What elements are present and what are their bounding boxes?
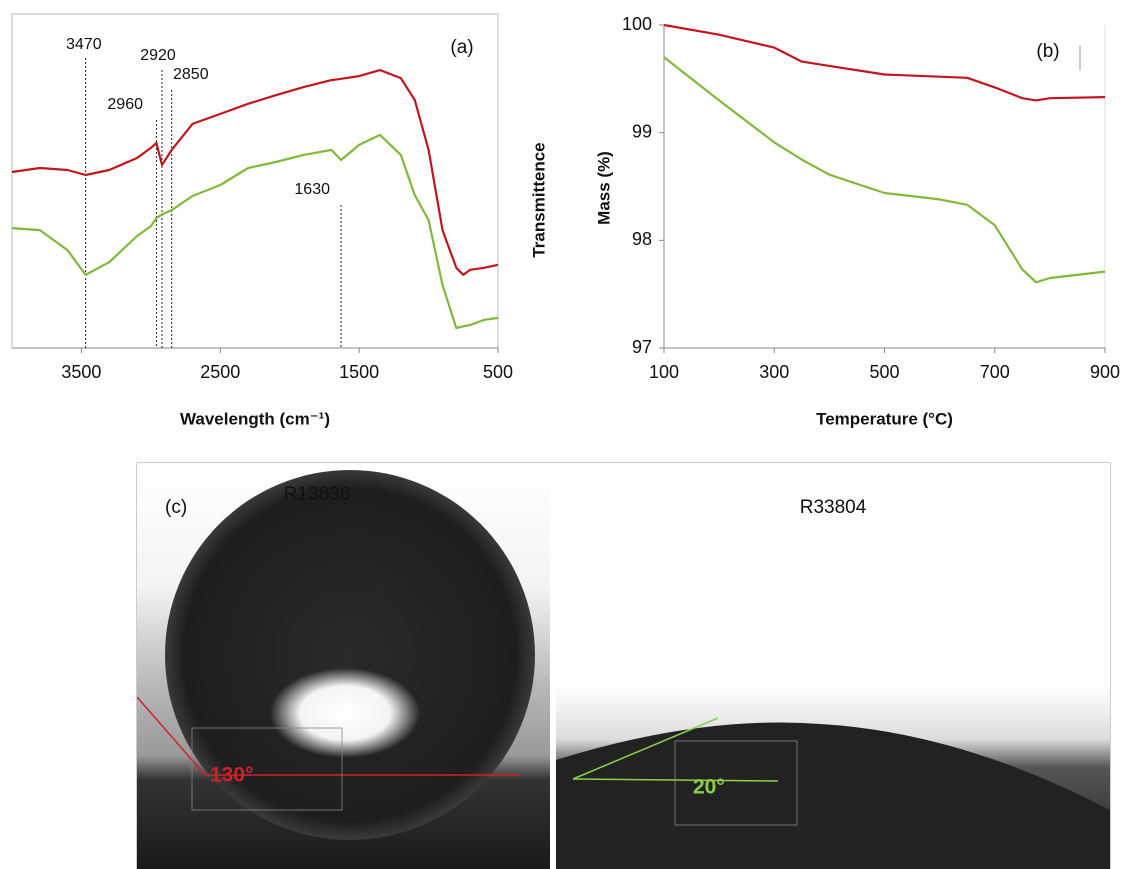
- x-tick-label: 2500: [200, 362, 240, 382]
- x-axis-title: Temperature (°C): [816, 409, 953, 428]
- x-tick-label: 500: [869, 362, 899, 382]
- series-line: [11, 133, 499, 330]
- contact-angle: 130°: [210, 764, 253, 787]
- photo-panel: (c) R13836 R33804 130° 20°: [136, 462, 1111, 869]
- y-tick-label: 99: [632, 121, 652, 141]
- y-axis-title: Mass (%): [594, 151, 613, 225]
- contact-angle: 20°: [693, 776, 725, 799]
- photo-right: [556, 463, 1110, 869]
- sample-name: R33804: [800, 497, 867, 518]
- panel-label: (b): [1036, 41, 1059, 62]
- marker-label: 1630: [294, 181, 330, 198]
- chart: 100 300 500 700 900 97 98 99 100 Temperature (°C)…: [594, 14, 1120, 429]
- sample-name: R13836: [284, 484, 351, 505]
- panel-label: (c): [165, 497, 187, 518]
- x-tick-label: 500: [483, 362, 513, 382]
- y-tick-label: 97: [632, 337, 652, 357]
- y-axis-title: Transmittence: [529, 142, 548, 257]
- chart: 3500 2500 1500 500 Wavelength (cm⁻¹) Transmit…: [11, 13, 548, 428]
- plot-frame: [11, 13, 499, 349]
- x-tick-label: 100: [649, 362, 679, 382]
- x-tick-label: 1500: [339, 362, 379, 382]
- x-tick-label: 700: [980, 362, 1010, 382]
- panel-label: (a): [450, 37, 473, 58]
- series-line: [663, 56, 1106, 284]
- marker-label: 3470: [66, 36, 102, 53]
- x-tick-label: 3500: [61, 362, 101, 382]
- marker-label: 2850: [173, 66, 209, 83]
- x-tick-label: 900: [1090, 362, 1120, 382]
- x-tick-label: 300: [759, 362, 789, 382]
- y-tick-label: 100: [622, 14, 652, 34]
- series-line: [11, 69, 499, 276]
- x-axis-title: Wavelength (cm⁻¹): [180, 409, 330, 428]
- marker-label: 2960: [107, 96, 143, 113]
- y-tick-label: 98: [632, 229, 652, 249]
- photo-left: [137, 463, 550, 869]
- marker-label: 2920: [140, 47, 176, 64]
- series-line: [663, 23, 1106, 102]
